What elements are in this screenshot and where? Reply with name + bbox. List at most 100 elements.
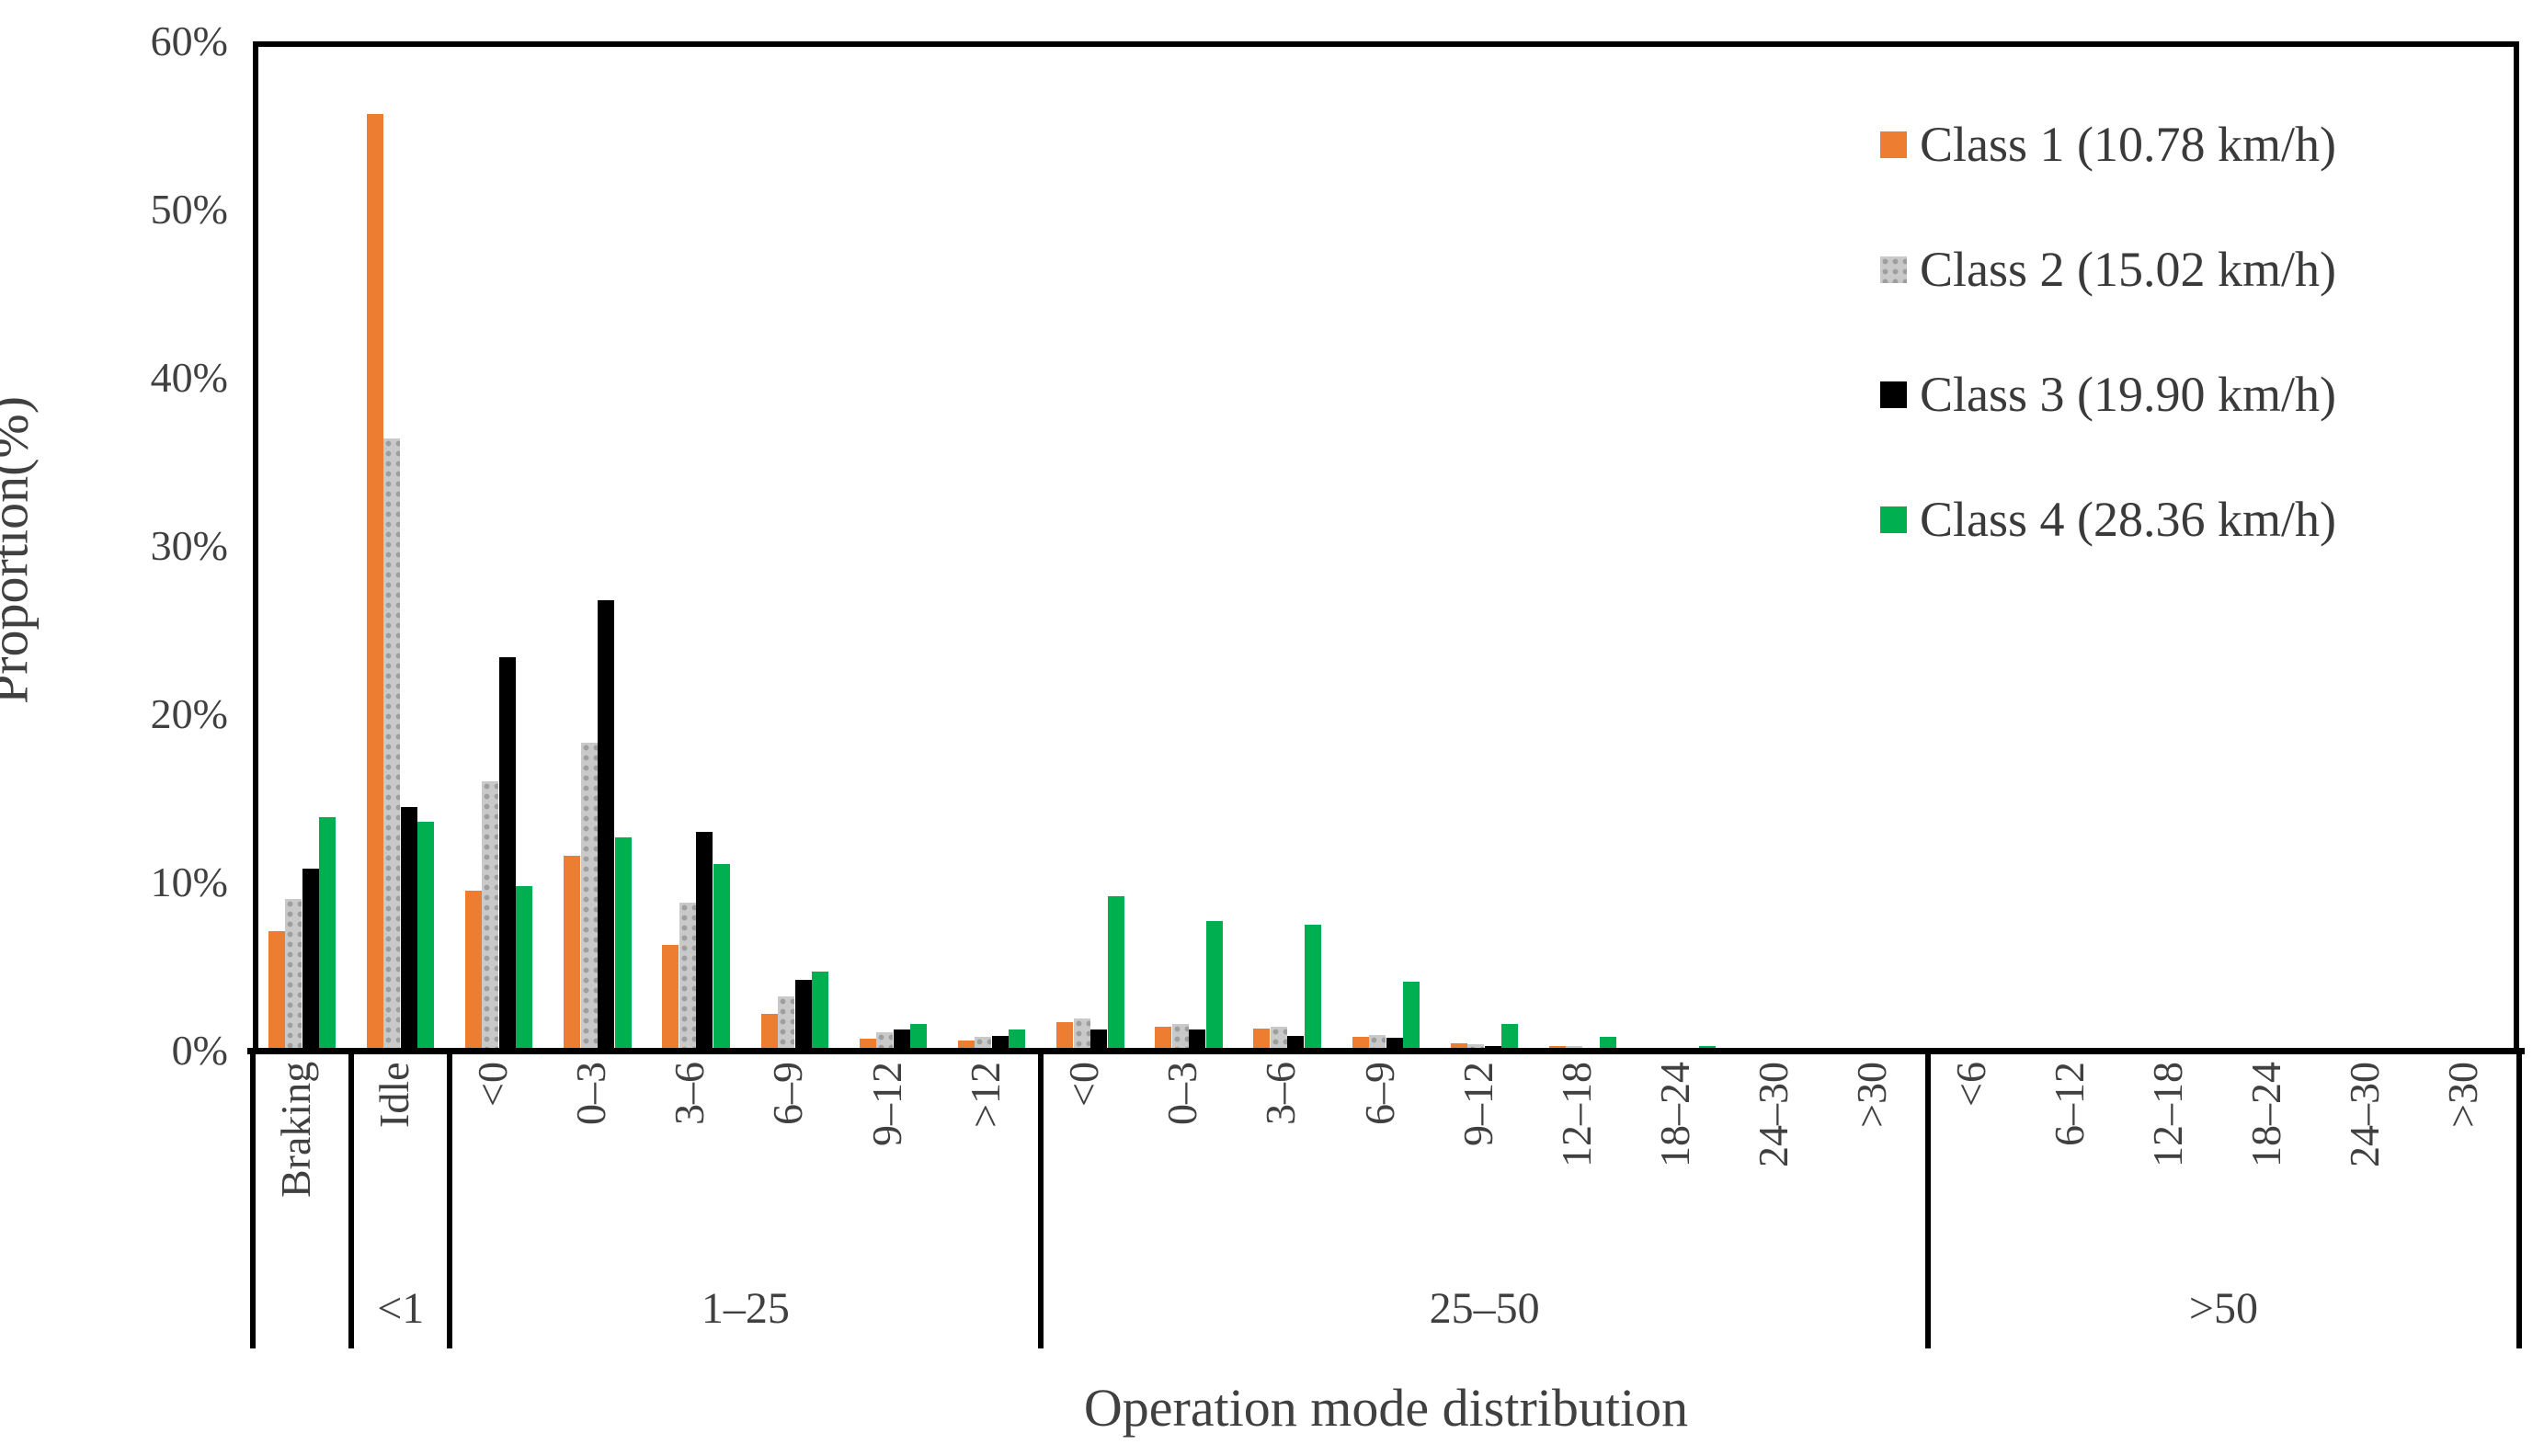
legend-item: Class 2 (15.02 km/h)	[1880, 245, 2336, 294]
x-axis-title: Operation mode distribution	[1083, 1378, 1689, 1438]
x-axis-line	[247, 1048, 2525, 1054]
legend: Class 1 (10.78 km/h) Class 2 (15.02 km/h)…	[1880, 119, 2336, 620]
bar-series3-3-6	[1287, 1035, 1305, 1051]
bar-series1-<0	[464, 891, 482, 1051]
x-group-label: <1	[377, 1284, 425, 1333]
bar-series2-6-9	[1369, 1034, 1386, 1051]
legend-swatch-icon	[1880, 381, 1907, 408]
bar-series4-3-6	[713, 863, 730, 1051]
x-category-label: 3–6	[666, 1062, 713, 1125]
x-category-label: 0–3	[1158, 1062, 1206, 1125]
x-category-label: <0	[468, 1062, 516, 1107]
bar-series4-12-18	[1600, 1037, 1617, 1051]
y-tick-label: 20%	[150, 690, 228, 737]
bar-series3-9-12	[893, 1029, 910, 1051]
x-group-label: 1–25	[701, 1284, 790, 1333]
x-category-label: 9–12	[1454, 1062, 1501, 1146]
bar-series3-Braking	[302, 869, 319, 1051]
y-tick-label: 50%	[150, 186, 228, 233]
bar-series4-9-12	[1501, 1023, 1519, 1051]
legend-swatch-icon	[1880, 256, 1907, 283]
x-category-label: 18–24	[1651, 1062, 1699, 1167]
legend-label: Class 1 (10.78 km/h)	[1920, 117, 2336, 172]
bar-series3->12	[991, 1035, 1009, 1051]
bar-series3-Idle	[400, 806, 417, 1051]
bar-series1-Idle	[366, 113, 383, 1051]
bar-series2-<0	[1073, 1018, 1090, 1051]
y-tick-label: 60%	[150, 17, 228, 64]
bar-series4-Idle	[417, 822, 435, 1051]
x-category-label: <0	[1059, 1062, 1107, 1107]
x-category-label: Idle	[370, 1062, 417, 1128]
legend-label: Class 3 (19.90 km/h)	[1920, 367, 2336, 422]
bar-series3-0-3	[1189, 1029, 1206, 1051]
bar-series4-<0	[516, 885, 533, 1051]
legend-label: Class 4 (28.36 km/h)	[1920, 492, 2336, 547]
bar-series4-<0	[1107, 895, 1124, 1051]
bar-series4-6-9	[1403, 982, 1420, 1051]
y-tick-label: 30%	[150, 522, 228, 569]
legend-label: Class 2 (15.02 km/h)	[1920, 242, 2336, 297]
x-category-label: 6–9	[764, 1062, 812, 1125]
x-category-label: 0–3	[567, 1062, 615, 1125]
legend-item: Class 4 (28.36 km/h)	[1880, 495, 2336, 544]
bar-series2-0-3	[1171, 1023, 1189, 1051]
x-category-label: 18–24	[2242, 1062, 2290, 1167]
x-group-label: 25–50	[1429, 1284, 1540, 1333]
y-tick-label: 0%	[171, 1027, 228, 1074]
bar-series2->12	[975, 1037, 992, 1051]
bar-series2-Idle	[383, 438, 401, 1051]
bar-series1->12	[957, 1041, 975, 1051]
bar-series1-Braking	[268, 931, 285, 1051]
bar-series4-6-9	[812, 972, 828, 1051]
bar-series4-Braking	[319, 816, 337, 1051]
bar-series1-9-12	[1450, 1042, 1467, 1051]
category-group-divider	[1925, 1051, 1931, 1348]
bar-series2-Braking	[285, 899, 302, 1051]
bar-series2-6-9	[778, 996, 794, 1051]
category-group-divider	[348, 1051, 355, 1348]
bar-series4->12	[1009, 1029, 1026, 1051]
x-category-label: >30	[1848, 1062, 1896, 1128]
legend-item: Class 1 (10.78 km/h)	[1880, 119, 2336, 169]
x-group-label: >50	[2188, 1284, 2258, 1333]
bar-series3-3-6	[696, 832, 713, 1051]
category-group-divider	[2516, 1051, 2522, 1348]
category-group-divider	[250, 1051, 256, 1348]
bar-series1-9-12	[859, 1039, 876, 1051]
bar-series3-6-9	[1386, 1038, 1403, 1051]
x-category-label: <6	[1946, 1062, 1994, 1107]
bar-series4-3-6	[1304, 924, 1321, 1052]
bar-series1-6-9	[760, 1013, 778, 1051]
x-category-label: 24–30	[1750, 1062, 1797, 1167]
bar-series2-9-12	[1467, 1043, 1485, 1051]
category-group-divider	[1038, 1051, 1044, 1348]
legend-item: Class 3 (19.90 km/h)	[1880, 370, 2336, 419]
x-category-label: 12–18	[2143, 1062, 2191, 1167]
bar-series2-3-6	[679, 903, 696, 1051]
bar-series3-0-3	[598, 599, 615, 1051]
bar-series1-6-9	[1352, 1037, 1369, 1051]
bar-series1-0-3	[564, 855, 581, 1051]
bar-series3-<0	[498, 656, 516, 1051]
x-category-label: 9–12	[862, 1062, 910, 1146]
bar-series1-3-6	[662, 944, 679, 1051]
bar-series4-0-3	[614, 836, 632, 1051]
legend-swatch-icon	[1880, 506, 1907, 533]
bar-series1-3-6	[1253, 1029, 1271, 1051]
x-category-label: >30	[2439, 1062, 2487, 1128]
x-category-label: 6–12	[2045, 1062, 2093, 1146]
x-category-label: 24–30	[2341, 1062, 2389, 1167]
x-category-label: 3–6	[1257, 1062, 1305, 1125]
bar-series3-<0	[1090, 1029, 1107, 1051]
legend-swatch-icon	[1880, 131, 1907, 158]
bar-series3-6-9	[794, 980, 812, 1051]
x-category-label: 6–9	[1355, 1062, 1403, 1125]
bar-series2-3-6	[1270, 1027, 1287, 1051]
bar-series2-<0	[482, 781, 499, 1051]
bar-series4-0-3	[1205, 921, 1223, 1051]
y-tick-label: 40%	[150, 354, 228, 401]
bar-series2-0-3	[580, 743, 598, 1051]
category-group-divider	[447, 1051, 453, 1348]
